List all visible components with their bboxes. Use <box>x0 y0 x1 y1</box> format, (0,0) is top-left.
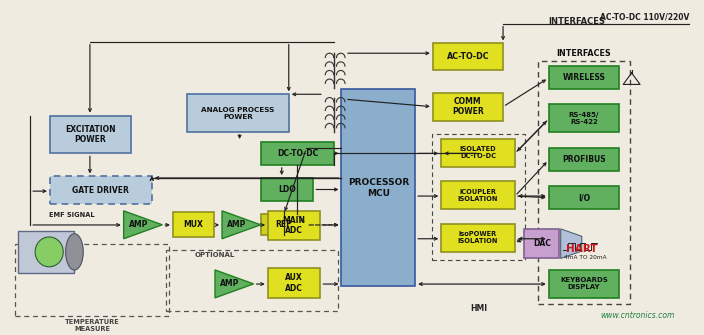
Polygon shape <box>124 211 163 239</box>
Bar <box>268 268 320 298</box>
Text: 4mA TO 20mA: 4mA TO 20mA <box>564 255 607 260</box>
Text: MUX: MUX <box>183 220 203 229</box>
Text: ISOLATED
DC-TO-DC: ISOLATED DC-TO-DC <box>460 146 496 159</box>
Text: EMF SIGNAL: EMF SIGNAL <box>49 212 94 218</box>
Polygon shape <box>560 229 582 258</box>
Text: WIRELESS: WIRELESS <box>562 73 605 82</box>
Text: AMP: AMP <box>129 220 148 229</box>
Text: INTERFACES: INTERFACES <box>548 17 605 26</box>
Text: LDO: LDO <box>278 185 296 194</box>
Text: AMP: AMP <box>220 279 239 288</box>
Bar <box>548 148 619 172</box>
Polygon shape <box>222 211 260 239</box>
Ellipse shape <box>35 237 63 267</box>
Text: GATE DRIVER: GATE DRIVER <box>73 186 130 195</box>
Bar <box>548 186 619 209</box>
Text: COMM
POWER: COMM POWER <box>452 97 484 116</box>
Text: iCOUPLER
ISOLATION: iCOUPLER ISOLATION <box>458 189 498 202</box>
Bar <box>441 139 515 166</box>
Text: RS-485/
RS-422: RS-485/ RS-422 <box>569 112 599 125</box>
Text: isoPOWER
ISOLATION: isoPOWER ISOLATION <box>458 231 498 245</box>
Text: PROCESSOR
MCU: PROCESSOR MCU <box>348 178 409 198</box>
Bar <box>50 176 152 204</box>
Text: DAC: DAC <box>533 239 551 248</box>
Bar <box>15 244 170 316</box>
Bar <box>441 181 515 209</box>
Bar <box>548 104 619 132</box>
Bar <box>433 43 503 70</box>
Text: AMP: AMP <box>227 220 246 229</box>
Text: HART: HART <box>566 244 598 254</box>
Text: OPTIONAL: OPTIONAL <box>195 252 235 258</box>
Bar <box>538 61 629 305</box>
Bar <box>441 224 515 252</box>
Bar <box>260 214 306 236</box>
Text: I/O: I/O <box>578 193 590 202</box>
Bar <box>260 178 313 201</box>
Text: PROFIBUS: PROFIBUS <box>562 155 605 164</box>
Text: KEYBOARDS
DISPLAY: KEYBOARDS DISPLAY <box>560 277 608 290</box>
Bar <box>432 134 525 260</box>
Text: EXCITATION
POWER: EXCITATION POWER <box>65 125 115 144</box>
Bar <box>18 230 75 273</box>
Text: DC-TO-DC: DC-TO-DC <box>277 149 318 158</box>
Bar <box>260 142 334 165</box>
Text: TEMPERATURE
MEASURE: TEMPERATURE MEASURE <box>65 319 120 332</box>
Polygon shape <box>215 270 253 298</box>
Bar <box>50 116 131 153</box>
Bar <box>166 250 338 311</box>
Bar <box>548 66 619 89</box>
Text: MAIN
ADC: MAIN ADC <box>282 216 306 235</box>
Text: www.cntronics.com: www.cntronics.com <box>601 311 675 320</box>
Bar <box>524 229 559 258</box>
Bar <box>433 93 503 121</box>
Text: ANALOG PROCESS
POWER: ANALOG PROCESS POWER <box>201 107 275 120</box>
Bar <box>173 212 213 237</box>
Ellipse shape <box>65 234 83 270</box>
Text: AC-TO-DC 110V/220V: AC-TO-DC 110V/220V <box>600 12 689 21</box>
Text: AUX
ADC: AUX ADC <box>285 273 303 293</box>
Bar <box>341 89 415 286</box>
Bar <box>187 94 289 132</box>
Text: INTERFACES: INTERFACES <box>556 49 611 58</box>
Text: REF: REF <box>275 220 291 229</box>
Bar <box>268 211 320 241</box>
Bar <box>548 270 619 298</box>
Text: HMI: HMI <box>470 304 487 313</box>
Text: AC-TO-DC: AC-TO-DC <box>446 52 489 61</box>
